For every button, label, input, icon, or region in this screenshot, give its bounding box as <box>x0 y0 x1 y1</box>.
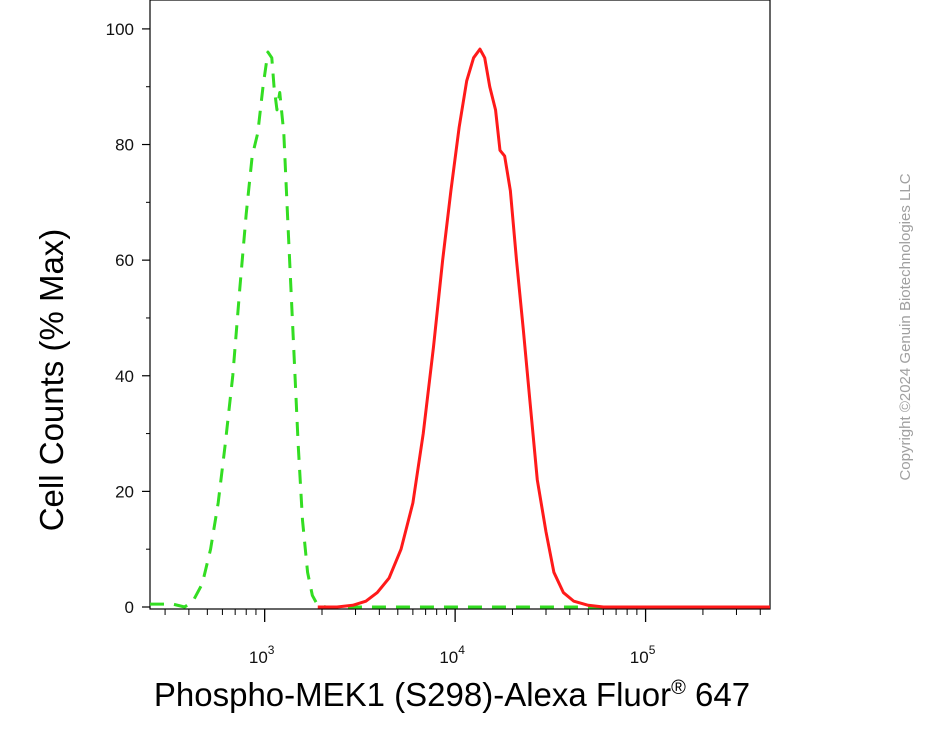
x-axis-title-registered: ® <box>671 677 686 699</box>
isotype-control-series-line <box>150 50 770 609</box>
x-tick-label: 103 <box>249 643 275 667</box>
y-tick-label: 40 <box>115 367 134 386</box>
x-tick-label: 105 <box>630 643 656 667</box>
copyright-watermark: Copyright ©2024 Genuin Biotechnologies L… <box>897 173 914 480</box>
x-tick-label: 104 <box>439 643 465 667</box>
series-layer <box>150 47 770 609</box>
y-tick-label: 20 <box>115 482 134 501</box>
y-axis-title: Cell Counts (% Max) <box>33 229 70 532</box>
stained-sample-series-line <box>317 47 770 609</box>
y-tick-label: 80 <box>115 136 134 155</box>
plot-frame <box>149 0 771 610</box>
y-tick-label: 60 <box>115 251 134 270</box>
y-tick-label: 100 <box>106 20 134 39</box>
x-axis-title-main: Phospho-MEK1 (S298)-Alexa Fluor <box>154 676 671 713</box>
y-axis: 0 20 40 60 80 100 <box>106 20 150 617</box>
x-axis: 103 104 105 <box>164 609 761 667</box>
y-tick-label: 0 <box>125 598 134 617</box>
x-axis-title: Phospho-MEK1 (S298)-Alexa Fluor® 647 <box>154 676 750 713</box>
x-axis-title-suffix: 647 <box>686 676 750 713</box>
